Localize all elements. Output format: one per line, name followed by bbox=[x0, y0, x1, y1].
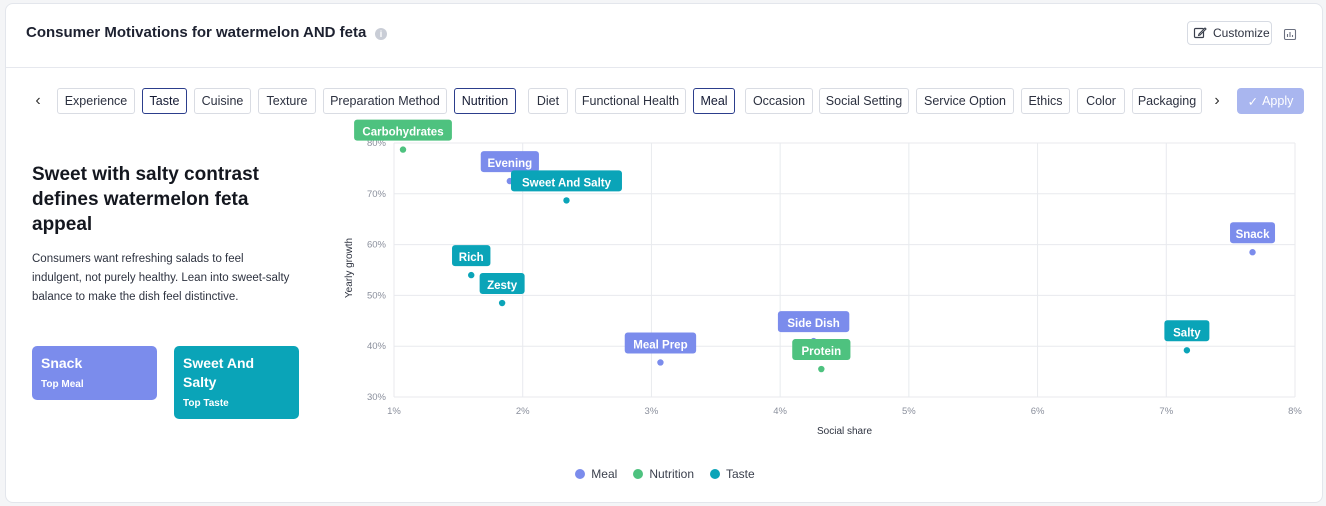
filter-chip-functional-health[interactable]: Functional Health bbox=[575, 88, 686, 114]
x-tick-label: 4% bbox=[773, 406, 787, 417]
scatter-chart: 30% 40% 50% 60% 70% 80% 1% 2% 3% 4% 5% 6% 7% 8% Social… bbox=[344, 119, 1302, 437]
tile-value: Sweet And Salty bbox=[183, 355, 255, 390]
filter-bar: ‹ Experience Taste Cuisine Texture Preparati… bbox=[6, 88, 1322, 116]
point-zesty bbox=[498, 299, 506, 307]
x-tick-label: 5% bbox=[902, 406, 916, 417]
x-tick-label: 3% bbox=[645, 406, 659, 417]
point-rich bbox=[468, 271, 475, 279]
card-header: Consumer Motivations for watermelon AND … bbox=[6, 4, 1322, 68]
point-label-bg-zesty bbox=[479, 273, 525, 295]
y-tick-label: 60% bbox=[367, 240, 387, 251]
point-snack bbox=[1249, 249, 1256, 256]
filter-chip-ethics[interactable]: Ethics bbox=[1021, 88, 1070, 114]
y-tick-label: 70% bbox=[367, 189, 387, 200]
point-label-bg-snack bbox=[1230, 222, 1276, 244]
filter-chip-social-setting[interactable]: Social Setting bbox=[819, 88, 909, 114]
point-label-meal-prep: Meal Prep bbox=[633, 339, 687, 351]
filter-chip-packaging[interactable]: Packaging bbox=[1132, 88, 1202, 114]
x-tick-label: 7% bbox=[1159, 406, 1173, 417]
legend-swatch bbox=[710, 469, 720, 479]
filter-chip-cuisine[interactable]: Cuisine bbox=[194, 88, 251, 114]
filter-chip-service-option[interactable]: Service Option bbox=[916, 88, 1014, 114]
filter-chip-color[interactable]: Color bbox=[1077, 88, 1125, 114]
legend-item-taste[interactable]: Taste bbox=[710, 467, 755, 481]
x-axis-title: Social share bbox=[817, 426, 872, 437]
y-tick-label: 40% bbox=[367, 341, 387, 352]
y-axis-title: Yearly growth bbox=[344, 238, 355, 298]
y-tick-label: 50% bbox=[367, 290, 387, 301]
info-icon[interactable]: i bbox=[375, 28, 387, 40]
tile-label: Top Meal bbox=[41, 379, 84, 390]
legend-item-nutrition[interactable]: Nutrition bbox=[633, 467, 694, 481]
edit-icon bbox=[1193, 27, 1207, 39]
apply-button[interactable]: ✓ Apply bbox=[1237, 88, 1304, 114]
point-label-bg-meal-prep bbox=[624, 332, 697, 354]
y-tick-label: 30% bbox=[367, 392, 387, 403]
point-meal-prep bbox=[657, 359, 664, 366]
insight-title: Sweet with salty contrast defines waterm… bbox=[32, 164, 260, 235]
point-label-side-dish: Side Dish bbox=[787, 318, 839, 330]
x-tick-label: 6% bbox=[1031, 406, 1045, 417]
point-label-zesty: Zesty bbox=[487, 280, 518, 292]
legend-swatch bbox=[633, 469, 644, 479]
filter-chip-preparation-method[interactable]: Preparation Method bbox=[323, 88, 447, 114]
point-label-rich: Rich bbox=[459, 252, 484, 264]
filter-chip-diet[interactable]: Diet bbox=[528, 88, 568, 114]
filter-chip-nutrition[interactable]: Nutrition bbox=[454, 88, 516, 114]
point-label-bg-side-dish bbox=[777, 311, 850, 333]
point-label-bg-rich bbox=[452, 245, 491, 267]
y-tick-label: 80% bbox=[367, 138, 387, 149]
page-title: Consumer Motivations for watermelon AND … bbox=[26, 24, 367, 41]
point-label-bg-salty bbox=[1164, 320, 1210, 342]
legend-label: Taste bbox=[726, 467, 755, 481]
chart-legend: Meal Nutrition Taste bbox=[6, 467, 1322, 481]
filter-chip-experience[interactable]: Experience bbox=[57, 88, 135, 114]
filter-chip-taste[interactable]: Taste bbox=[142, 88, 187, 114]
point-carbohydrates bbox=[399, 146, 407, 153]
customize-button[interactable]: Customize bbox=[1187, 21, 1272, 45]
filter-chip-occasion[interactable]: Occasion bbox=[745, 88, 813, 114]
chevron-left-icon[interactable]: ‹ bbox=[35, 92, 41, 109]
point-label-carbohydrates: Carbohydrates bbox=[362, 127, 443, 139]
filter-chip-texture[interactable]: Texture bbox=[258, 88, 316, 114]
top-taste-tile: Sweet And Salty Top Taste bbox=[174, 346, 299, 419]
top-meal-tile: Snack Top Meal bbox=[32, 346, 157, 400]
point-salty bbox=[1183, 347, 1191, 354]
x-tick-label: 8% bbox=[1288, 406, 1302, 417]
point-label-bg-protein bbox=[792, 339, 851, 361]
tile-label: Top Taste bbox=[183, 398, 229, 409]
legend-label: Nutrition bbox=[649, 467, 694, 481]
point-sweet-and-salty bbox=[563, 197, 570, 204]
point-label-bg-sweet-and-salty bbox=[510, 170, 622, 192]
x-tick-label: 1% bbox=[387, 406, 401, 417]
legend-item-meal[interactable]: Meal bbox=[575, 467, 617, 481]
point-label-bg-carbohydrates bbox=[354, 119, 452, 141]
point-label-evening: Evening bbox=[487, 158, 532, 170]
point-label-snack: Snack bbox=[1236, 229, 1270, 241]
customize-label: Customize bbox=[1213, 26, 1270, 40]
insight-body: Consumers want refreshing salads to feel… bbox=[32, 253, 290, 303]
point-label-sweet-and-salty: Sweet And Salty bbox=[522, 177, 612, 189]
apply-label: Apply bbox=[1262, 94, 1294, 108]
point-label-protein: Protein bbox=[802, 346, 842, 358]
export-icon[interactable] bbox=[1282, 26, 1298, 42]
point-protein bbox=[818, 365, 825, 373]
point-label-bg-evening bbox=[480, 151, 539, 173]
tile-value: Snack bbox=[41, 355, 83, 371]
filter-chip-meal[interactable]: Meal bbox=[693, 88, 735, 114]
chevron-right-icon[interactable]: › bbox=[1214, 92, 1220, 109]
chart-card: Consumer Motivations for watermelon AND … bbox=[5, 3, 1323, 503]
check-icon: ✓ bbox=[1247, 94, 1259, 109]
legend-label: Meal bbox=[591, 467, 618, 481]
x-tick-label: 2% bbox=[516, 406, 530, 417]
point-label-salty: Salty bbox=[1173, 327, 1201, 339]
legend-swatch bbox=[575, 469, 586, 479]
